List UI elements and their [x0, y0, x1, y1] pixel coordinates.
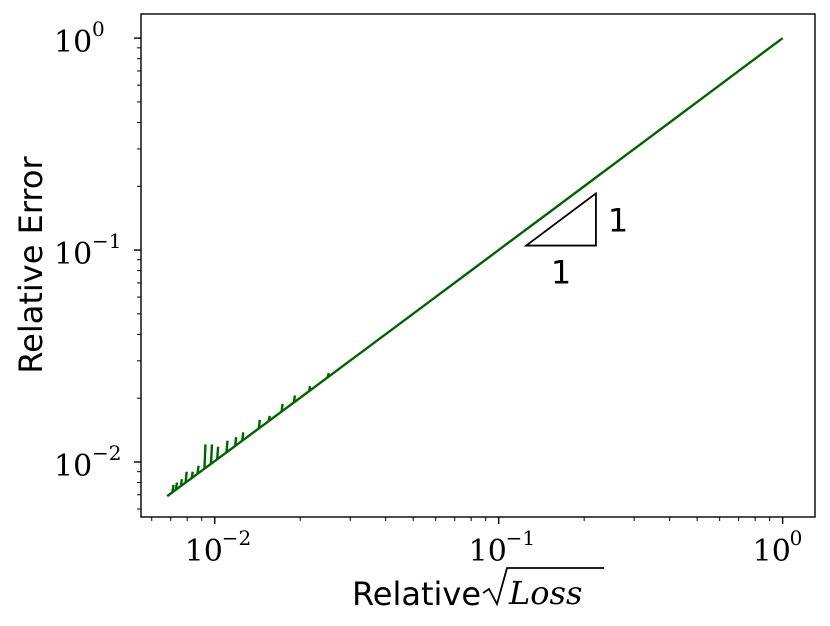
x-axis-label: Relative Loss [352, 567, 604, 613]
series-spike-0 [171, 484, 175, 493]
slope-triangle-run-label: 1 [551, 254, 571, 292]
series-spike-1 [174, 482, 179, 490]
series-spike-16 [307, 385, 312, 392]
x-tick-exponent-1: −1 [506, 526, 535, 550]
series-spike-7 [209, 444, 214, 464]
series-spike-3 [184, 471, 188, 483]
series-spike-12 [257, 419, 262, 429]
series-spike-2 [179, 478, 184, 487]
y-axis-label: Relative Error [12, 156, 50, 374]
x-axis-ticks: 10−2 10−1 100 [151, 517, 803, 569]
series-spike-17 [326, 372, 330, 378]
y-tick-label-0: 10 [54, 449, 92, 484]
x-tick-label-2: 10 [753, 534, 791, 569]
y-tick-exponent-0: −2 [92, 441, 121, 465]
series-spike-9 [225, 440, 229, 453]
slope-triangle-rise-label: 1 [608, 202, 628, 240]
y-tick-exponent-2: 0 [92, 17, 105, 41]
series-spike-15 [292, 395, 297, 403]
slope-triangle-shape [523, 191, 597, 247]
series-spike-4 [190, 471, 194, 479]
x-tick-exponent-0: −2 [222, 526, 251, 550]
x-axis-label-prefix: Relative [352, 575, 481, 613]
series-line [166, 37, 784, 498]
series-spike-11 [241, 432, 245, 441]
x-axis-label-math: Loss [508, 574, 582, 612]
series-spike-14 [280, 403, 284, 412]
sqrt-symbol-icon [482, 567, 604, 607]
y-tick-label-2: 10 [54, 25, 92, 60]
axes-frame [140, 13, 816, 518]
y-tick-label-1: 10 [54, 237, 92, 272]
slope-triangle: 1 1 [523, 191, 628, 292]
series-spike-5 [196, 465, 200, 474]
y-tick-exponent-1: −1 [92, 229, 121, 253]
series-spike-10 [233, 436, 238, 447]
x-tick-label-0: 10 [185, 534, 223, 569]
series-spike-13 [267, 415, 271, 422]
x-tick-label-1: 10 [469, 534, 507, 569]
series-spike-6 [203, 444, 207, 469]
x-tick-exponent-2: 0 [790, 526, 803, 550]
series-spikes [171, 372, 330, 493]
series-spike-8 [215, 446, 220, 460]
plot-area [166, 37, 784, 498]
